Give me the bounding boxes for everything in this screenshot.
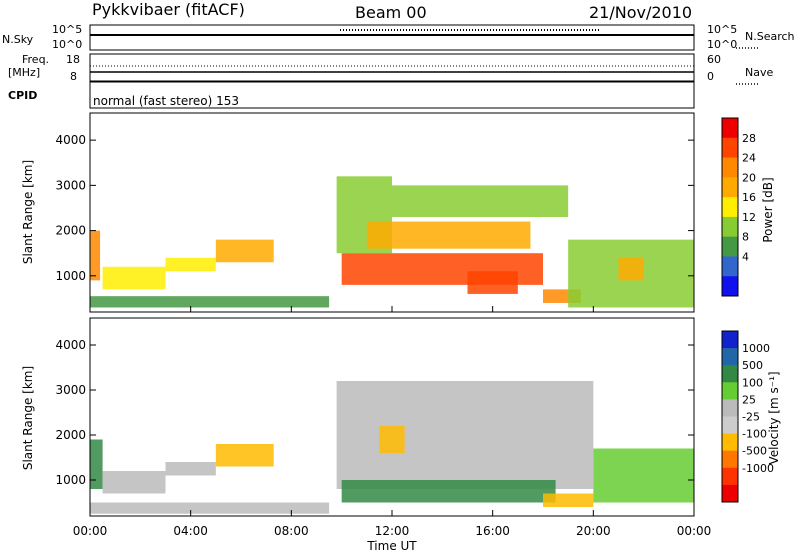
velocity-region-6 xyxy=(341,480,556,503)
power-colorbar-frame xyxy=(721,117,739,297)
power-region-4 xyxy=(90,296,330,308)
velocity-ytick-label-0: 1000 xyxy=(55,473,86,487)
nsearch-tick-bottom: 10^0 xyxy=(707,38,738,51)
radar-title: Pykkvibaer (fitACF) xyxy=(92,0,245,19)
power-cbar-seg-4 xyxy=(722,197,738,218)
velocity-cbar-tick-5: -100 xyxy=(742,428,767,441)
cpid-frame xyxy=(89,81,695,109)
velocity-cbar-tick-1: 500 xyxy=(742,359,763,372)
x-tick-label-1: 04:00 xyxy=(173,524,208,538)
velocity-cbar-tick-6: -500 xyxy=(742,445,767,458)
nsky-tick-top: 10^5 xyxy=(52,23,83,36)
power-cbar-tick-1: 24 xyxy=(742,152,756,165)
velocity-cbar-tick-3: 25 xyxy=(742,393,756,406)
freq-tick-bottom: 8 xyxy=(70,70,77,83)
cpid-value: normal (fast stereo) 153 xyxy=(93,94,240,108)
velocity-cbar-tick-7: -1000 xyxy=(742,462,774,475)
freq-unit-label: [MHz] xyxy=(8,66,41,79)
power-region-9 xyxy=(467,271,518,294)
nave-tick-bottom: 0 xyxy=(707,70,714,83)
power-cbar-tick-5: 8 xyxy=(742,231,749,244)
cpid-label: CPID xyxy=(8,89,38,102)
velocity-region-3 xyxy=(215,444,274,467)
velocity-cbar-tick-4: -25 xyxy=(742,411,760,424)
power-ytick-label-3: 4000 xyxy=(55,133,86,147)
power-ytick-label-1: 2000 xyxy=(55,224,86,238)
x-tick-label-5: 20:00 xyxy=(576,524,611,538)
velocity-cbar-seg-0 xyxy=(722,331,738,349)
velocity-ytick-label-1: 2000 xyxy=(55,428,86,442)
velocity-cbar-seg-9 xyxy=(722,484,738,503)
power-cbar-tick-4: 12 xyxy=(742,211,756,224)
velocity-colorbar-frame xyxy=(721,330,739,503)
date-label: 21/Nov/2010 xyxy=(589,3,693,22)
velocity-cbar-seg-8 xyxy=(722,467,738,486)
power-region-12 xyxy=(618,257,644,281)
power-cbar-tick-2: 20 xyxy=(742,171,756,184)
x-tick-label-2: 08:00 xyxy=(274,524,309,538)
velocity-region-5 xyxy=(336,381,594,489)
nsky-panel-frame xyxy=(89,24,695,51)
power-ylabel: Slant Range [km] xyxy=(21,160,35,264)
velocity-panel: 1000 2000 3000 4000 xyxy=(55,317,695,517)
power-cbar-seg-8 xyxy=(722,276,738,297)
nsearch-tick-top: 10^5 xyxy=(707,23,738,36)
nsky-tick-bottom: 10^0 xyxy=(52,38,83,51)
nsearch-label: N.Search xyxy=(745,30,795,43)
velocity-cbar-seg-5 xyxy=(722,416,738,435)
velocity-cbar-seg-7 xyxy=(722,450,738,469)
x-tick-label-4: 16:00 xyxy=(475,524,510,538)
x-axis-label: Time UT xyxy=(366,539,417,553)
velocity-region-2 xyxy=(165,462,216,476)
velocity-region-8 xyxy=(543,493,594,507)
power-ytick-label-0: 1000 xyxy=(55,269,86,283)
velocity-ytick-label-2: 3000 xyxy=(55,383,86,397)
power-cbar-seg-6 xyxy=(722,236,738,257)
power-cbar-seg-7 xyxy=(722,256,738,277)
power-colorbar-label: Power [dB] xyxy=(761,177,775,242)
velocity-cbar-tick-0: 1000 xyxy=(742,342,770,355)
power-region-8 xyxy=(392,185,569,218)
freq-label: Freq. xyxy=(22,53,50,66)
power-cbar-seg-2 xyxy=(722,157,738,178)
velocity-region-1 xyxy=(102,471,166,494)
power-cbar-tick-3: 16 xyxy=(742,191,756,204)
power-cbar-seg-0 xyxy=(722,118,738,139)
freq-panel-frame xyxy=(89,53,695,82)
x-tick-label-0: 00:00 xyxy=(73,524,108,538)
x-tick-label-6: 00:00 xyxy=(677,524,712,538)
velocity-colorbar-label: Velocity [m s⁻¹] xyxy=(767,371,781,464)
power-region-1 xyxy=(102,266,166,290)
velocity-ylabel: Slant Range [km] xyxy=(21,366,35,470)
velocity-region-7 xyxy=(379,426,405,453)
beam-label: Beam 00 xyxy=(355,3,427,22)
velocity-cbar-seg-4 xyxy=(722,399,738,417)
velocity-cbar-tick-2: 100 xyxy=(742,376,763,389)
power-region-3 xyxy=(215,239,274,263)
velocity-region-9 xyxy=(593,448,694,503)
velocity-cbar-seg-6 xyxy=(722,433,738,452)
velocity-region-4 xyxy=(90,502,330,514)
velocity-ytick-label-3: 4000 xyxy=(55,338,86,352)
power-cbar-tick-6: 4 xyxy=(742,250,749,263)
power-region-7 xyxy=(366,221,531,249)
x-tick-label-3: 12:00 xyxy=(375,524,410,538)
power-cbar-seg-5 xyxy=(722,216,738,238)
nave-tick-top: 60 xyxy=(707,53,721,66)
velocity-cbar-seg-2 xyxy=(722,365,738,383)
velocity-region-0 xyxy=(90,439,103,489)
nave-label: Nave xyxy=(745,66,774,79)
velocity-cbar-seg-3 xyxy=(722,382,738,400)
velocity-cbar-seg-1 xyxy=(722,348,738,366)
power-cbar-tick-0: 28 xyxy=(742,132,756,145)
power-region-0 xyxy=(90,230,101,281)
power-region-2 xyxy=(165,257,216,272)
power-cbar-seg-3 xyxy=(722,177,738,198)
power-ytick-label-2: 3000 xyxy=(55,178,86,192)
power-panel: 1000 2000 3000 4000 xyxy=(55,112,695,313)
nsky-label: N.Sky xyxy=(2,33,34,46)
freq-tick-top: 18 xyxy=(66,53,80,66)
power-cbar-seg-1 xyxy=(722,137,738,159)
